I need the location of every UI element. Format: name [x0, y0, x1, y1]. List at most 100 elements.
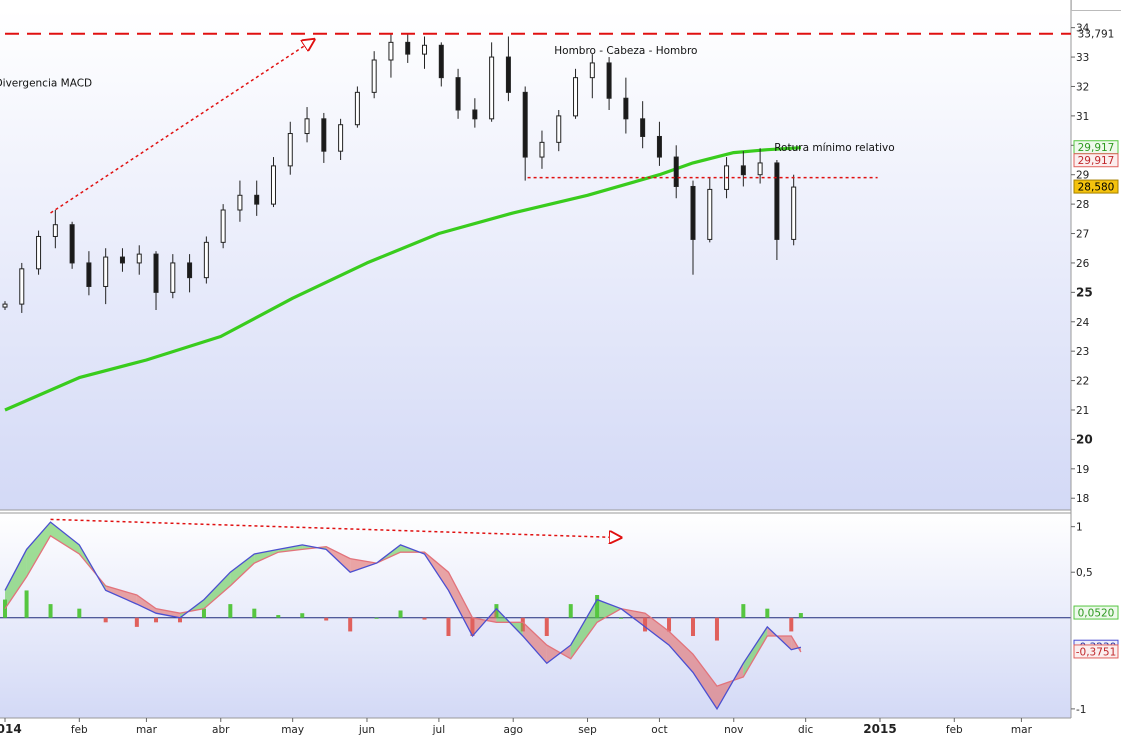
macd-histogram-bar: [568, 604, 573, 618]
macd-histogram-bar: [398, 610, 403, 618]
macd-fill-segment: [570, 599, 598, 659]
macd-histogram-bar: [667, 617, 672, 632]
macd-histogram-bar: [446, 617, 451, 636]
candle-body: [472, 109, 478, 120]
price-ytick-label: 25: [1076, 285, 1093, 299]
macd-histogram-bar: [103, 617, 108, 623]
macd-histogram-bar: [24, 590, 29, 618]
macd-panel-background: [0, 513, 1071, 718]
divergence-arrow: [50, 39, 315, 214]
candle-body: [556, 115, 562, 143]
macd-fill-segment: [717, 663, 744, 709]
macd-histogram-bar: [252, 608, 257, 618]
candle-body: [573, 77, 579, 117]
candle-body: [656, 135, 662, 158]
macd-histogram-bar: [690, 617, 695, 636]
value-tag-box: [1073, 153, 1119, 168]
macd-histogram-bar: [422, 617, 427, 620]
price-ytick-label: 33: [1076, 52, 1089, 64]
price-ytick-label: 26: [1076, 258, 1090, 270]
candle-body: [505, 56, 511, 93]
candle-body: [237, 194, 243, 211]
candle-body: [136, 253, 142, 264]
macd-line: [4, 521, 802, 711]
macd-fill-segment: [105, 585, 137, 605]
candle-body: [757, 162, 763, 176]
macd-histogram-bar: [77, 608, 82, 618]
candle-body: [321, 118, 327, 152]
macd-histogram-bar: [544, 617, 549, 636]
candle-body: [455, 77, 461, 111]
candle-body: [740, 165, 746, 176]
price-ytick-label: 23: [1076, 346, 1089, 358]
macd-fill-segment: [669, 631, 693, 673]
x-tick-label: jun: [358, 724, 375, 735]
value-tag-label: 28,580: [1078, 182, 1115, 194]
macd-fill-segment: [693, 654, 717, 709]
price-ytick-label: 34: [1076, 23, 1090, 35]
candle-body: [606, 62, 612, 99]
macd-fill-segment: [136, 595, 156, 614]
x-tick-label: 2014: [0, 722, 22, 735]
candle-body: [103, 256, 109, 287]
candle-body: [422, 44, 428, 55]
price-ytick-label: 20: [1076, 432, 1093, 446]
macd-fill-segment: [645, 613, 669, 646]
signal-line: [4, 534, 802, 687]
value-tag-label: 0,0520: [1078, 608, 1115, 620]
price-ytick-label: 31: [1076, 111, 1089, 123]
x-tick-label: feb: [946, 724, 963, 735]
moving-average-line: [4, 146, 801, 412]
macd-histogram-bar: [201, 608, 206, 618]
macd-histogram-bar: [741, 604, 746, 618]
candle-body: [36, 235, 42, 270]
macd-fill-segment: [156, 608, 180, 618]
x-tick-label: oct: [651, 724, 667, 735]
macd-fill-segment: [278, 544, 303, 553]
x-tick-label: mar: [1011, 724, 1033, 735]
candle-body: [774, 162, 780, 240]
price-ytick-label: 21: [1076, 405, 1089, 417]
x-tick-label: may: [281, 724, 304, 735]
x-tick-label: mar: [136, 724, 158, 735]
candle-body: [489, 56, 495, 120]
macd-histogram-bar: [765, 608, 770, 618]
candle-body: [153, 253, 159, 293]
annotation-text: Rotura mínimo relativo: [774, 142, 894, 154]
value-tag-label: -0,3751: [1076, 646, 1117, 658]
candle-body: [405, 41, 411, 55]
candle-body: [52, 224, 58, 237]
price-ytick-label: 24: [1076, 317, 1090, 329]
macd-fill-segment: [230, 554, 255, 586]
macd-histogram-bar: [228, 604, 233, 618]
candle-body: [220, 209, 226, 243]
macd-histogram-bar: [348, 617, 353, 632]
candle-body: [371, 59, 377, 93]
price-panel-background: [0, 10, 1071, 510]
macd-histogram-bar: [276, 615, 281, 618]
candle-body: [338, 124, 344, 152]
macd-histogram-bar: [154, 617, 159, 623]
annotation-text: Hombro - Cabeza - Hombro: [554, 45, 697, 57]
macd-histogram-bar: [374, 617, 379, 619]
candle-body: [170, 262, 176, 293]
x-tick-label: sep: [578, 724, 597, 735]
candle-body: [623, 97, 629, 120]
candle-body: [589, 62, 595, 79]
value-tag-box: [1073, 644, 1119, 659]
candle-body: [270, 165, 276, 205]
price-panel: [2, 33, 801, 412]
candle-body: [86, 262, 92, 287]
x-tick-label: 2015: [863, 722, 896, 735]
candle-body: [388, 41, 394, 61]
x-tick-label: nov: [724, 724, 743, 735]
macd-histogram-bar: [300, 613, 305, 618]
macd-histogram-bar: [714, 617, 719, 641]
candle-body: [304, 118, 310, 135]
macd-fill-segment: [522, 622, 547, 664]
candle-body: [354, 91, 360, 126]
price-ytick-label: 22: [1076, 376, 1089, 388]
candle-body: [287, 133, 293, 167]
annotation-text: Divergencia MACD: [0, 77, 92, 89]
